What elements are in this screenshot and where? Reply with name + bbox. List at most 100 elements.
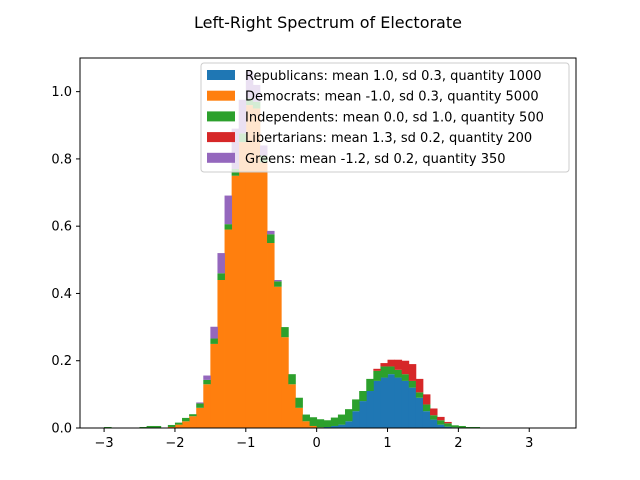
y-tick-label: 0.0 xyxy=(51,422,72,437)
histogram-bar xyxy=(352,399,360,412)
histogram-bar xyxy=(167,424,176,427)
histogram-bar xyxy=(394,369,403,378)
histogram-bar xyxy=(196,402,204,404)
histogram-bar xyxy=(281,327,289,338)
legend-swatch xyxy=(207,152,235,163)
histogram-bar xyxy=(352,411,360,428)
histogram-bar xyxy=(174,424,183,428)
histogram-bar xyxy=(387,374,396,428)
y-axis: 0.0 0.2 0.4 0.6 0.8 1.0 xyxy=(51,85,80,437)
histogram-bar xyxy=(274,280,282,282)
histogram-bar xyxy=(224,224,233,230)
plot-frame xyxy=(79,57,577,429)
legend-entry: Independents: mean 0.0, sd 1.0, quantity… xyxy=(245,110,544,125)
y-tick-label: 1.0 xyxy=(51,85,72,100)
histogram-bar xyxy=(430,408,438,416)
x-tick-label: 2 xyxy=(454,436,462,451)
histogram-bar xyxy=(316,419,325,428)
histogram-bar xyxy=(430,419,438,428)
histogram-bar xyxy=(217,273,225,280)
histogram-bar xyxy=(139,426,148,428)
histogram-bar xyxy=(387,359,396,367)
legend-swatch xyxy=(207,70,235,80)
histogram-bar xyxy=(415,397,424,428)
y-tick-label: 0.4 xyxy=(51,287,72,302)
histogram-bar xyxy=(245,105,254,428)
histogram-bar xyxy=(210,338,218,344)
histogram-bar xyxy=(387,366,396,375)
histogram-bar xyxy=(401,380,410,428)
histogram-bar xyxy=(380,366,388,378)
histogram-bar xyxy=(451,425,459,428)
y-tick-label: 0.2 xyxy=(51,354,72,369)
legend-entry: Libertarians: mean 1.3, sd 0.2, quantity… xyxy=(245,131,532,146)
histogram-bar xyxy=(274,286,282,428)
histogram-bar xyxy=(465,426,473,428)
histogram-bar xyxy=(437,424,445,428)
legend: Republicans: mean 1.0, sd 0.3, quantity … xyxy=(200,62,570,173)
legend-swatch xyxy=(207,111,235,122)
histogram-bar xyxy=(295,397,303,408)
histogram-bar xyxy=(267,234,275,243)
histogram-bar xyxy=(231,175,240,428)
histogram-bar xyxy=(330,425,339,428)
histogram-bar xyxy=(189,414,197,417)
histogram-bar xyxy=(345,421,353,428)
histogram-bar xyxy=(302,421,310,428)
legend-entry: Democrats: mean -1.0, sd 0.3, quantity 5… xyxy=(245,90,539,105)
histogram-bar xyxy=(373,380,381,428)
histogram-bar xyxy=(288,374,296,385)
legend-swatch xyxy=(207,132,235,143)
histogram-bar xyxy=(444,426,452,428)
histogram-bar xyxy=(430,415,438,420)
histogram-bar xyxy=(337,424,346,428)
histogram-bar xyxy=(217,253,225,274)
histogram-bar xyxy=(210,343,218,428)
histogram-bar xyxy=(401,374,410,381)
histogram-bar xyxy=(146,425,155,428)
histogram-bar xyxy=(437,420,445,425)
histogram-bar xyxy=(267,230,275,235)
histogram-bar xyxy=(217,280,225,428)
histogram-bar xyxy=(366,378,374,391)
histogram-bar xyxy=(274,281,282,287)
histogram-bar xyxy=(288,384,296,428)
histogram-bar xyxy=(309,417,318,426)
histogram-bar xyxy=(444,421,452,424)
histogram-bar xyxy=(373,368,381,371)
x-axis: −3 −2 −1 0 1 2 3 xyxy=(95,428,533,451)
histogram-bar xyxy=(224,229,233,428)
histogram-bar xyxy=(267,243,275,428)
histogram-bar xyxy=(238,142,247,428)
histogram-bar xyxy=(295,407,303,428)
x-tick-label: 3 xyxy=(525,436,533,451)
histogram-bar xyxy=(415,392,424,398)
x-tick-label: −3 xyxy=(95,436,114,451)
histogram-bar xyxy=(422,394,431,405)
legend-entry: Republicans: mean 1.0, sd 0.3, quantity … xyxy=(245,69,542,84)
histogram-bar xyxy=(380,363,388,367)
x-tick-label: −1 xyxy=(236,436,255,451)
bars-layer xyxy=(104,71,481,428)
x-tick-label: −2 xyxy=(165,436,184,451)
histogram-bar xyxy=(394,359,403,370)
histogram-bar xyxy=(196,403,204,408)
x-tick-label: 1 xyxy=(383,436,391,451)
histogram-bar xyxy=(422,411,431,428)
legend-entry: Greens: mean -1.2, sd 0.2, quantity 350 xyxy=(245,152,506,167)
histogram-bar xyxy=(373,370,381,381)
histogram-bar xyxy=(104,426,112,428)
histogram-bar xyxy=(281,337,289,428)
histogram-bar xyxy=(437,416,445,421)
histogram-bar xyxy=(359,401,367,428)
histogram-bar xyxy=(422,404,431,412)
histogram-bar xyxy=(401,360,410,375)
histogram-bar xyxy=(444,423,452,427)
y-tick-label: 0.6 xyxy=(51,220,72,235)
histogram-bar xyxy=(203,384,211,428)
histogram-bar xyxy=(174,422,183,425)
histogram-bar xyxy=(259,162,268,428)
histogram-bar xyxy=(323,426,332,428)
x-tick-label: 0 xyxy=(313,436,321,451)
